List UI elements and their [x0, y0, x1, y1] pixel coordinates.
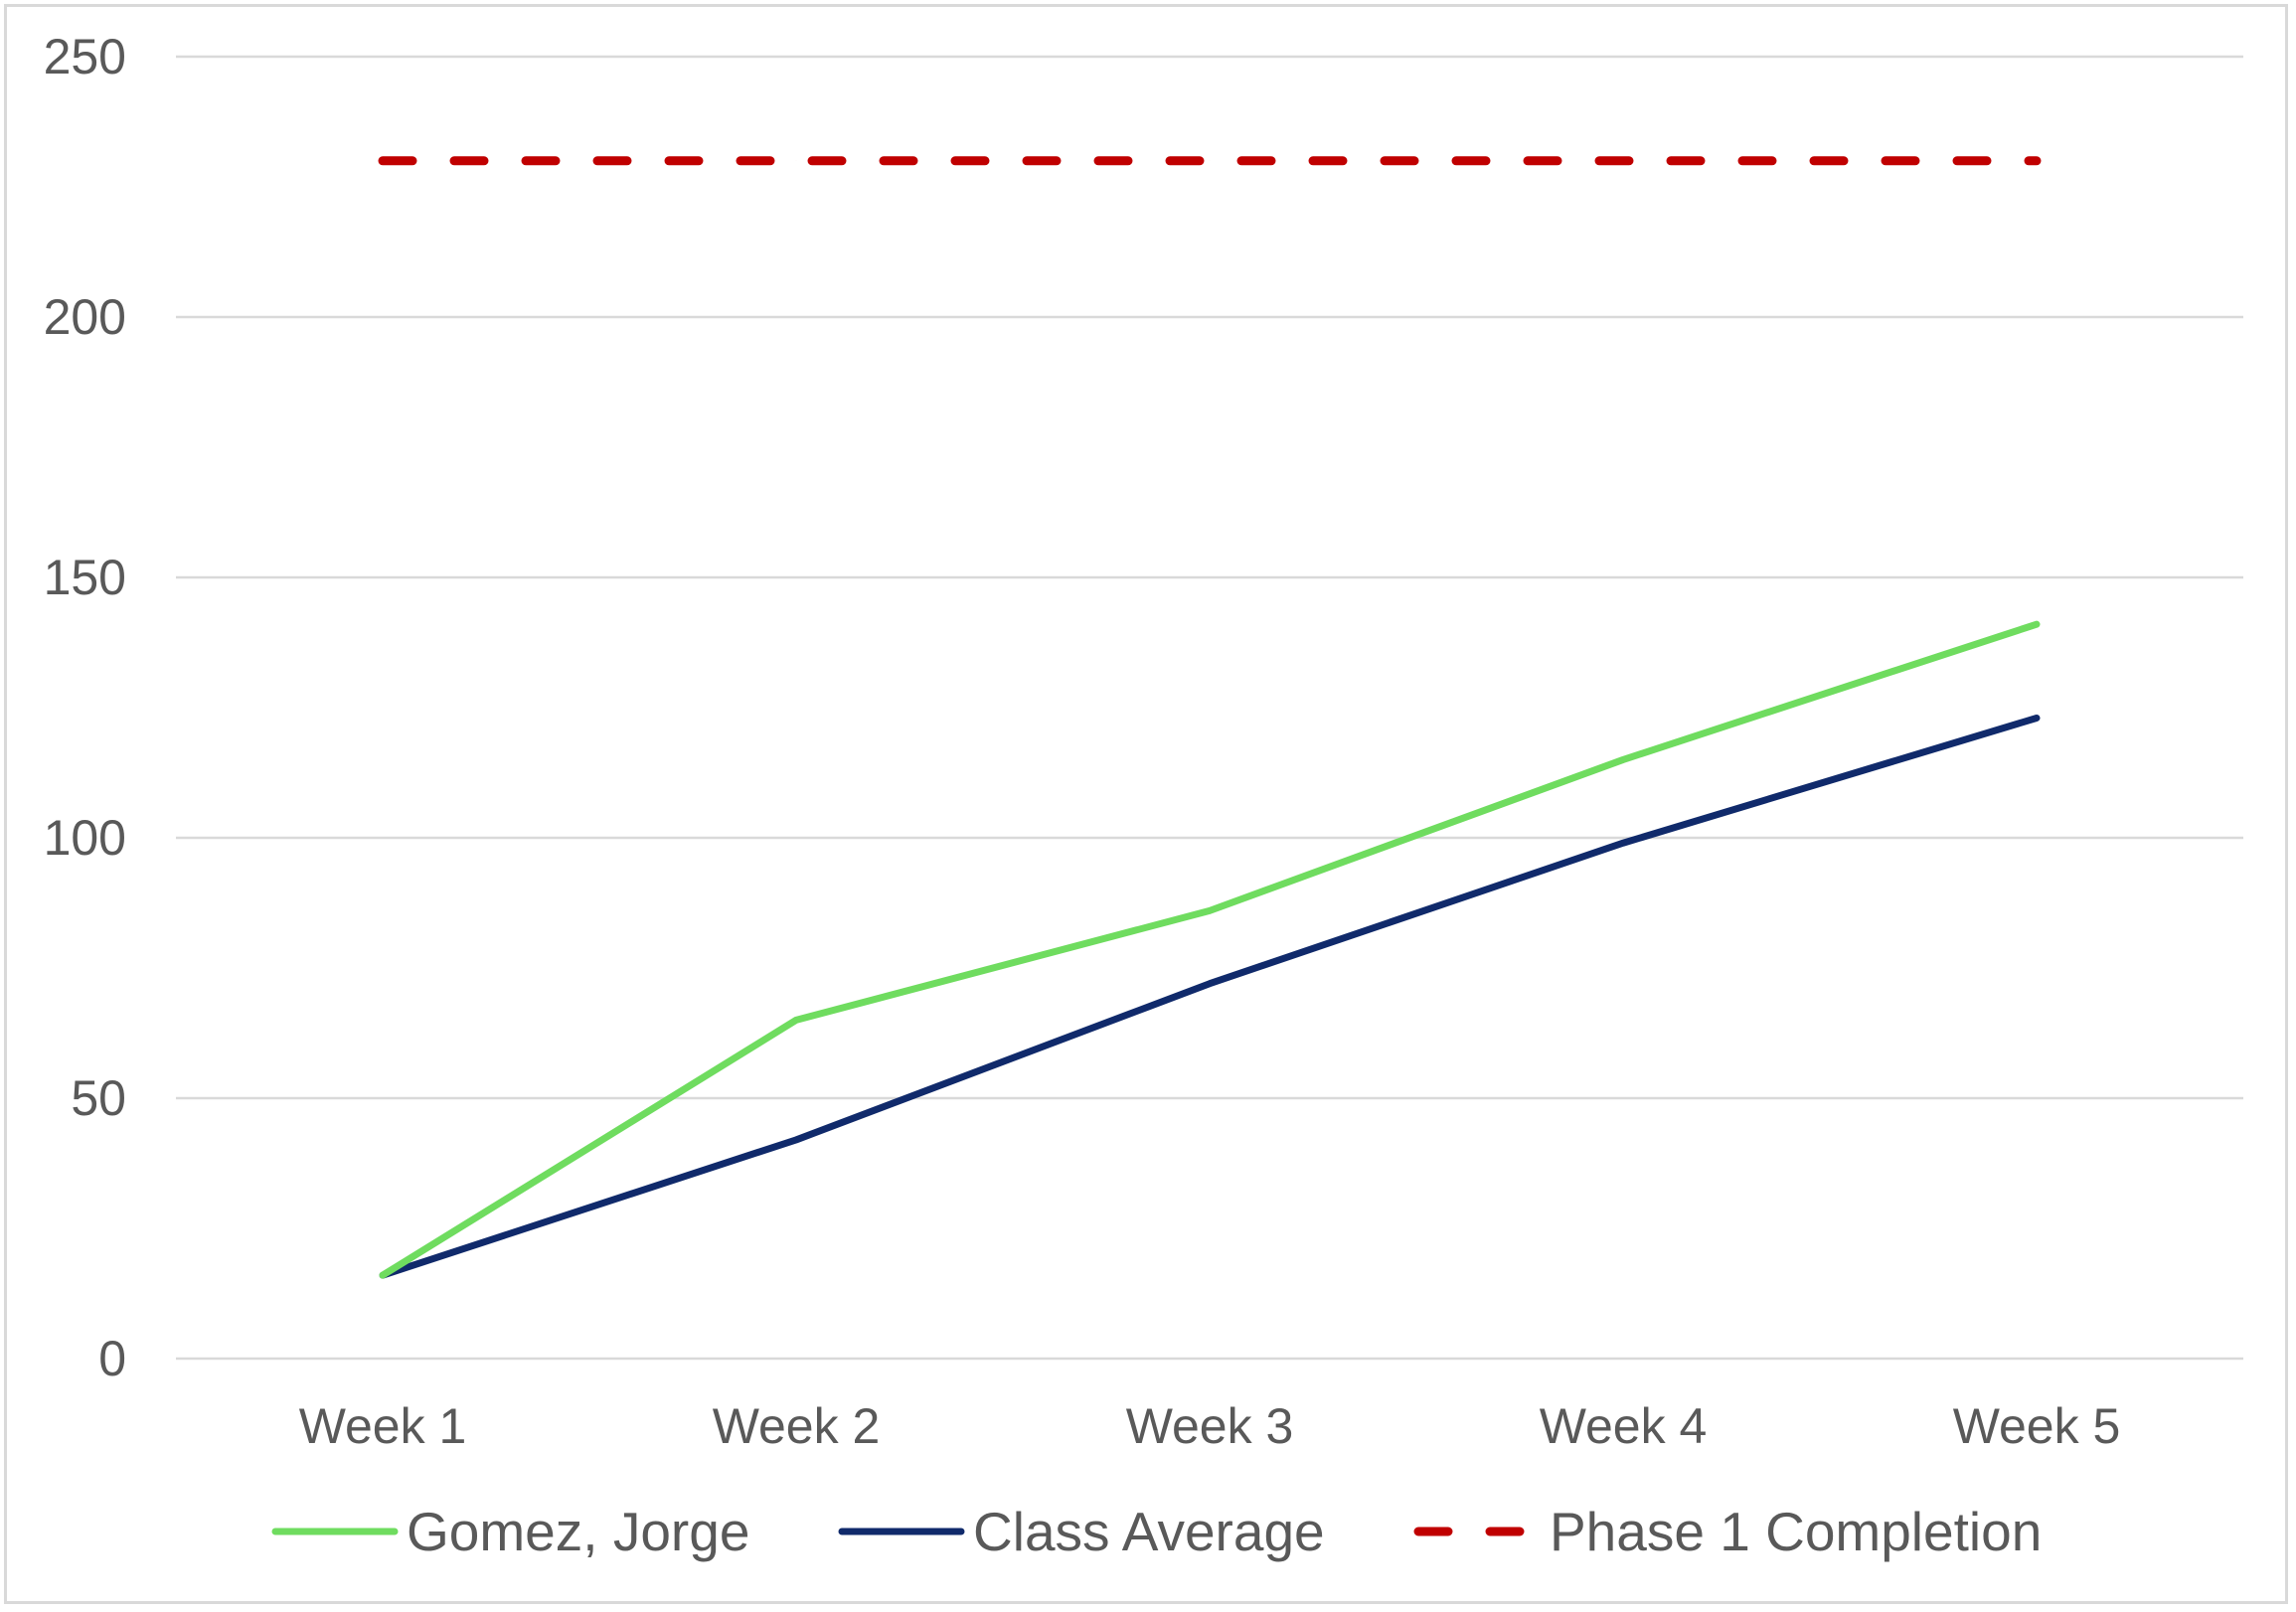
y-tick-label: 50 — [71, 1070, 126, 1126]
legend: Gomez, Jorge Class Average Phase 1 Complet… — [271, 1501, 2042, 1562]
x-tick-label: Week 2 — [713, 1398, 881, 1454]
line-chart: 0 50 100 150 200 250 Week 1 Week 2 Week 3 Week 4… — [44, 29, 2243, 1562]
x-tick-label: Week 4 — [1540, 1398, 1708, 1454]
series-lines — [378, 156, 2042, 1279]
y-axis-ticks: 0 50 100 150 200 250 — [44, 29, 126, 1386]
gridlines — [176, 55, 2243, 1361]
series-line-gomez-jorge — [379, 620, 2041, 1279]
y-tick-label: 100 — [44, 810, 126, 866]
x-tick-label: Week 1 — [299, 1398, 467, 1454]
legend-label: Class Average — [973, 1501, 1325, 1562]
y-tick-label: 250 — [44, 29, 126, 84]
y-tick-label: 200 — [44, 289, 126, 345]
legend-label: Gomez, Jorge — [407, 1501, 749, 1562]
legend-label: Phase 1 Completion — [1550, 1501, 2042, 1562]
y-tick-label: 150 — [44, 550, 126, 605]
chart-frame: 0 50 100 150 200 250 Week 1 Week 2 Week 3 Week 4… — [4, 4, 2288, 1604]
x-tick-label: Week 3 — [1126, 1398, 1294, 1454]
x-tick-label: Week 5 — [1953, 1398, 2121, 1454]
y-tick-label: 0 — [98, 1331, 126, 1386]
x-axis-ticks: Week 1 Week 2 Week 3 Week 4 Week 5 — [299, 1398, 2121, 1454]
series-line-class-average — [379, 714, 2041, 1279]
